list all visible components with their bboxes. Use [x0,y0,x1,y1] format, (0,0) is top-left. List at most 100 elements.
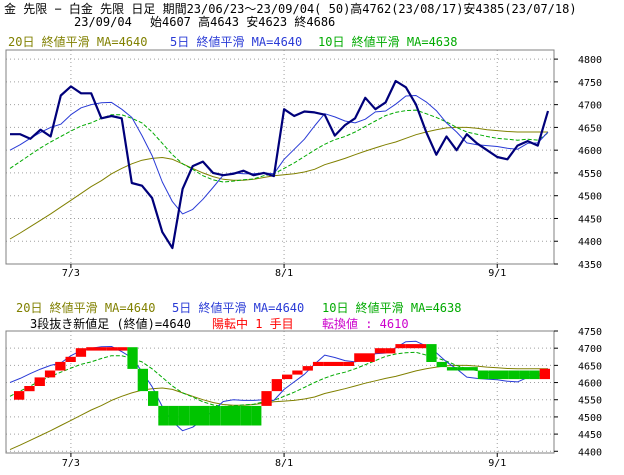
chart-title: 金 先限 − 白金 先限 日足 期間23/06/23〜23/09/04( 50)… [4,1,577,16]
down-brick [220,405,231,426]
up-brick [333,361,344,366]
lower-x-axis: 7/3 8/1 9/1 [62,453,506,469]
up-brick [65,356,76,362]
down-brick [240,405,252,426]
lower-y-axis: 4400 4450 4500 4550 4600 4650 4700 4750 [554,327,602,458]
down-brick [127,347,138,369]
down-brick [529,370,540,380]
y-tick-label: 4500 [578,413,602,424]
up-brick [44,370,56,378]
y-tick-label: 4650 [578,361,602,372]
up-brick [323,361,334,366]
ma10-line [9,351,549,408]
upper-plot-frame [5,49,555,265]
up-brick [395,344,406,349]
up-brick [34,377,45,386]
upper-x-axis: 7/3 8/1 9/1 [62,264,506,279]
ma10-line [9,109,549,183]
down-brick [498,370,509,380]
up-brick [282,374,293,380]
up-brick [302,366,313,371]
x-tick-label: 7/3 [62,458,80,469]
down-brick [199,405,210,426]
up-brick [106,347,118,351]
up-brick [117,347,128,351]
up-brick [374,348,386,354]
y-tick-label: 4400 [578,237,602,248]
ma5-line [9,95,549,215]
y-tick-label: 4650 [578,123,602,134]
down-brick [436,361,447,368]
x-tick-label: 9/1 [488,268,506,279]
down-brick [148,391,159,406]
down-brick [137,368,148,392]
y-tick-label: 4750 [578,327,602,338]
y-tick-label: 4800 [578,55,602,66]
up-brick [343,361,355,366]
up-brick [86,347,97,351]
up-brick [416,344,427,349]
y-tick-label: 4550 [578,169,602,180]
down-brick [189,405,200,426]
y-tick-label: 4750 [578,78,602,89]
lower-bricks [14,344,550,426]
up-brick [385,348,396,354]
y-tick-label: 4700 [578,101,602,112]
status-reversal: 転換値 : 4610 [322,316,409,331]
legend-ma5-lower: 5日 終値平滑 MA=4640 [172,300,304,315]
down-brick [519,370,530,380]
up-brick [364,353,375,362]
down-brick [158,405,169,426]
y-tick-label: 4550 [578,396,602,407]
y-tick-label: 4350 [578,260,602,271]
date-label: 23/09/04 [74,15,132,29]
y-tick-label: 4450 [578,214,602,225]
down-brick [488,370,499,380]
down-brick [178,405,190,426]
y-tick-label: 4600 [578,379,602,390]
ma20-line [9,126,548,240]
y-tick-label: 4700 [578,344,602,355]
up-brick [312,361,324,366]
price-line [10,79,550,250]
upper-series-lines [9,79,550,250]
up-brick [292,370,303,375]
legend-ma20: 20日 終値平滑 MA=4640 [8,34,147,49]
down-brick [426,344,437,362]
up-brick [75,348,87,357]
status-break-value: 3段抜き新値足 (終値)=4640 [30,316,191,331]
y-tick-label: 4600 [578,146,602,157]
up-brick [24,386,35,392]
y-tick-label: 4450 [578,430,602,441]
legend-ma5: 5日 終値平滑 MA=4640 [170,34,302,49]
down-brick [457,367,468,371]
legend-ma20-lower: 20日 終値平滑 MA=4640 [16,300,155,315]
down-brick [446,367,458,371]
down-brick [209,405,221,426]
down-brick [251,405,262,426]
up-brick [55,361,66,371]
x-tick-label: 7/3 [62,268,80,279]
down-brick [508,370,520,380]
upper-y-axis: 4350 4400 4450 4500 4550 4600 4650 4700 4750 4800 [554,55,602,271]
status-turn: 陽転中 1 手目 [212,316,294,331]
lower-plot-frame [5,330,555,454]
down-brick [168,405,179,426]
x-tick-label: 9/1 [488,458,506,469]
up-brick [354,353,365,362]
x-tick-label: 8/1 [275,268,293,279]
up-brick [405,344,416,349]
down-brick [467,367,478,371]
up-brick [539,368,550,380]
legend-ma10: 10日 終値平滑 MA=4638 [318,34,457,49]
ohlc-label: 始4607 高4643 安4623 終4686 [150,14,335,29]
ma20-line [9,364,548,451]
up-brick [96,347,107,351]
down-brick [477,370,489,380]
up-brick [261,391,272,406]
up-brick [271,379,282,392]
up-brick [14,391,25,400]
down-brick [230,405,241,426]
